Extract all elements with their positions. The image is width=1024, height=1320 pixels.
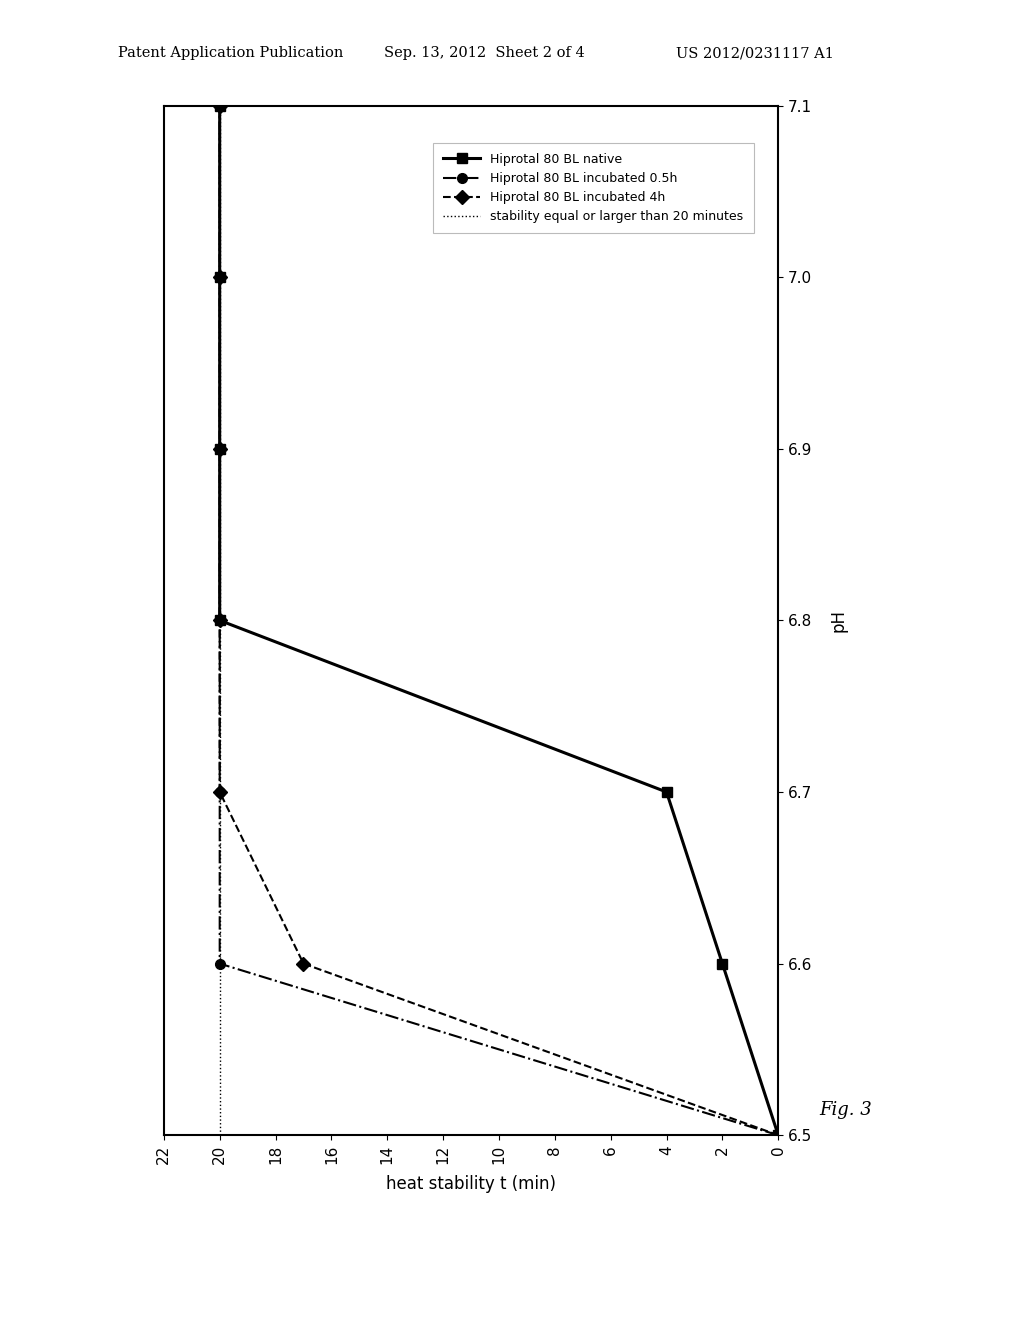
Text: US 2012/0231117 A1: US 2012/0231117 A1	[676, 46, 834, 61]
X-axis label: heat stability t (min): heat stability t (min)	[386, 1175, 556, 1193]
Y-axis label: pH: pH	[829, 609, 847, 632]
Legend: Hiprotal 80 BL native, Hiprotal 80 BL incubated 0.5h, Hiprotal 80 BL incubated 4: Hiprotal 80 BL native, Hiprotal 80 BL in…	[433, 143, 754, 234]
Text: Fig. 3: Fig. 3	[819, 1101, 872, 1119]
Text: Patent Application Publication: Patent Application Publication	[118, 46, 343, 61]
Text: Sep. 13, 2012  Sheet 2 of 4: Sep. 13, 2012 Sheet 2 of 4	[384, 46, 585, 61]
